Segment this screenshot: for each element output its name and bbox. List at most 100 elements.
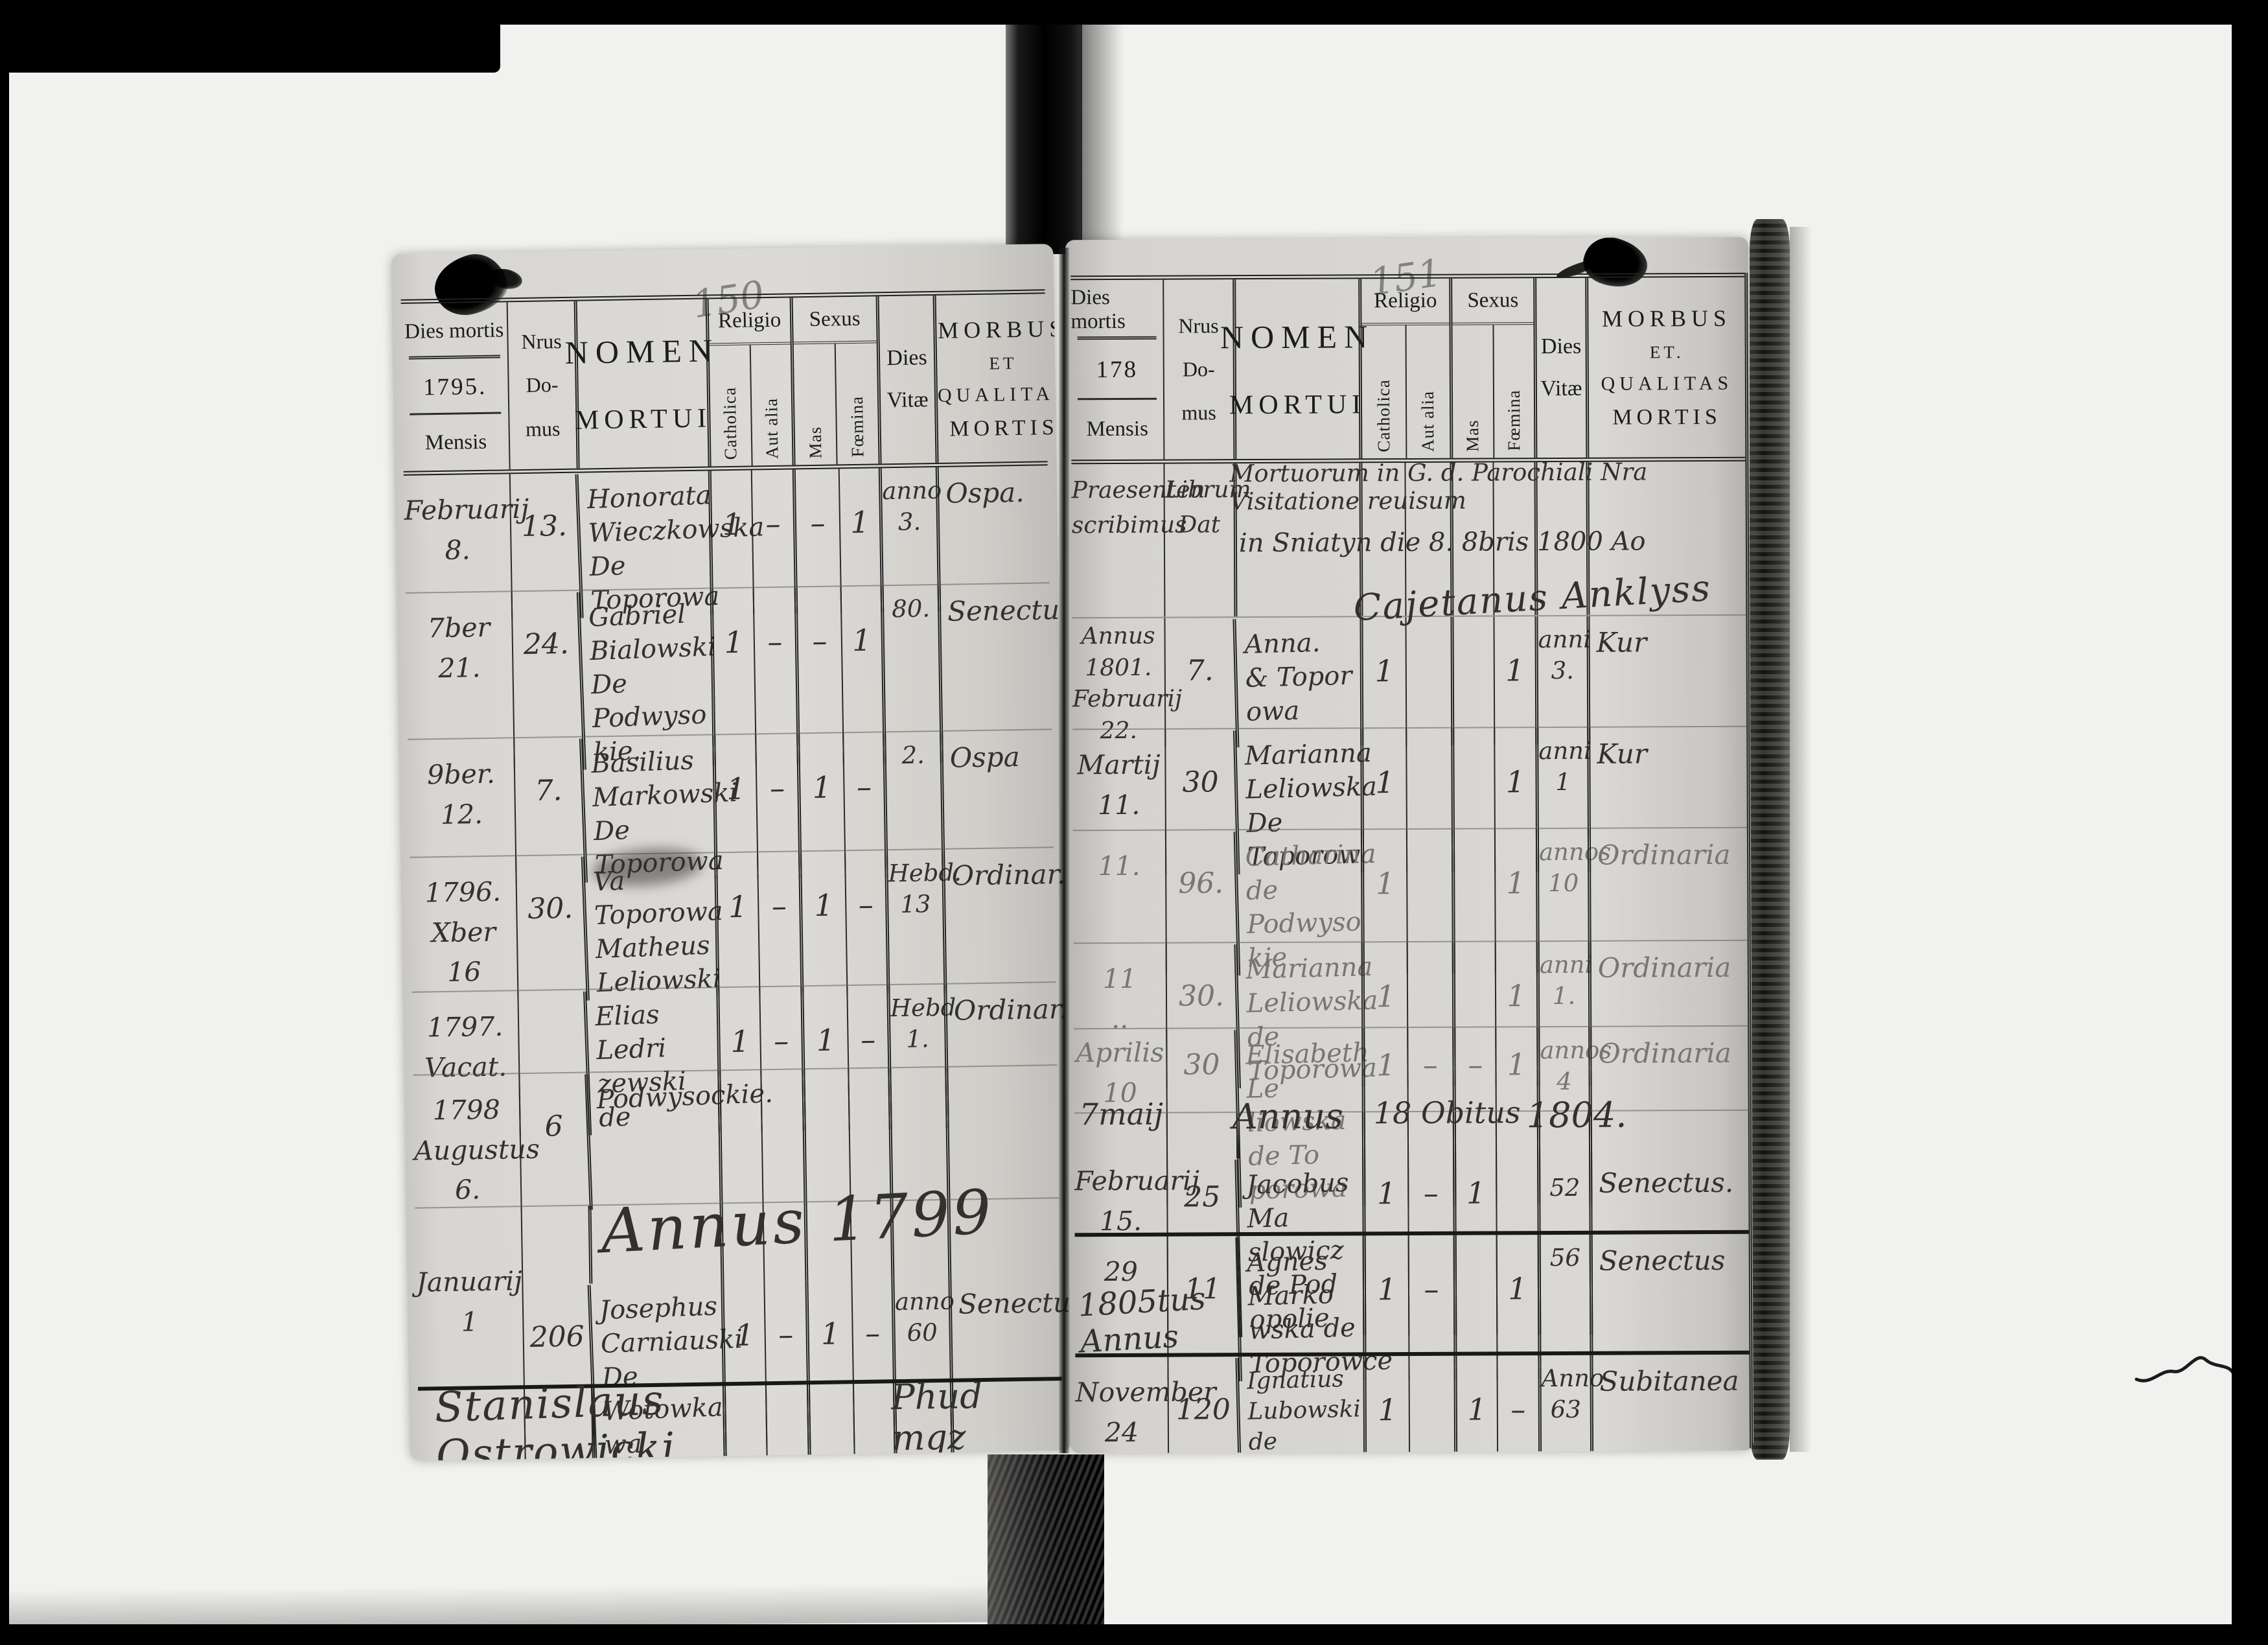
header-morbus-3: QUALITAS — [1601, 372, 1733, 395]
header-nomen-2: MORTUI — [574, 403, 712, 436]
header-label: Dies mortis — [1070, 280, 1163, 340]
header-morbus-3: QUALITAS — [937, 382, 1070, 406]
visitation-note: Mortuorum in G. d. Parochiali Nra Visita… — [1229, 458, 1748, 629]
header-foemina: Fœmina — [846, 396, 868, 458]
binding-strap-top — [1006, 23, 1082, 254]
cell-dies-vitae: Hebd. 13 — [884, 849, 962, 995]
signature-line: Stanislaus Ostrowicki Phud mqz — [434, 1370, 1058, 1461]
table-row: 11. 96. Catharina de Podwyso kie 1 1 ann… — [1072, 826, 1748, 976]
cell-catholica — [717, 1070, 763, 1206]
cell-mas — [1450, 616, 1494, 746]
header-religio: Religio — [1361, 278, 1450, 326]
header-year: 1795. — [402, 358, 508, 415]
cell-foemina: – — [1496, 1355, 1539, 1454]
signature-note: Phud mqz — [890, 1375, 983, 1459]
header-catholica: Catholica — [719, 386, 741, 460]
table-header: Dies mortis 178 Mensis Nrus Do- mus NOME… — [1070, 272, 1746, 465]
year-banner-1804: 7maij Annus 18 Obitus 1804. — [1069, 1090, 1743, 1152]
header-religio-group: Religio Catholica Aut alia — [1358, 278, 1450, 459]
cell-aut-alia: – — [757, 852, 801, 997]
header-nomen: NOMEN MORTUI — [1220, 279, 1374, 460]
cell-foemina: – — [844, 850, 887, 996]
thread-artifact — [2135, 1356, 2237, 1382]
cell-dies-mortis: November 24 — [1075, 1376, 1216, 1448]
cell-nrus-domus: 6 — [518, 1073, 588, 1209]
cell-nomen: Podwysockie. — [584, 1069, 774, 1210]
header-mas: Mas — [1463, 419, 1483, 452]
banner-fragment: 1804. — [1526, 1094, 1627, 1136]
year-banner-1805: 1805tus Annus — [1077, 1280, 1207, 1360]
film-border-bottom — [0, 1624, 2268, 1645]
header-nomen-1: NOMEN — [564, 332, 720, 371]
header-nrus-domus: Nrus Do- mus — [1163, 279, 1234, 460]
table-row: Annus 1801. Februarij 22. 7. Anna. & Top… — [1072, 614, 1747, 748]
table-cell — [520, 1206, 590, 1285]
header-catholica: Catholica — [1373, 379, 1394, 452]
header-nrus-domus: Nrus Do- mus — [506, 301, 577, 470]
table-row: 1797. Vacat. Elias Ledri zewski de 1 – 1… — [411, 981, 1070, 1136]
table-row: 11 .. 30. Marianna Leliowska de Toporowa… — [1073, 939, 1748, 1089]
cell-morbus: Subitanea — [1590, 1354, 1750, 1454]
page-gutter — [1059, 248, 1069, 1453]
header-morbus-1: MORBUS — [1601, 305, 1732, 332]
cell-mas: 1 — [798, 851, 847, 996]
header-label: Dies mortis — [401, 302, 507, 360]
register-table: Dies mortis 1795. Mensis Nrus Do- mus NO… — [400, 289, 1072, 1461]
header-foemina: Fœmina — [1503, 390, 1524, 452]
header-religio: Religio — [708, 298, 791, 346]
table-row: 9ber. 12. 7. Basilius Markowski De Topor… — [408, 729, 1054, 883]
header-mensis: Mensis — [1086, 417, 1148, 441]
cell-aut-alia — [1408, 1355, 1455, 1454]
cell-dies-mortis: 1796. Xber 16 — [424, 876, 502, 988]
cell-nrus-domus: Librum Dat — [1163, 463, 1251, 617]
header-morbus-2: ET. — [1649, 342, 1684, 362]
header-morbus-1: MORBUS — [937, 315, 1068, 344]
cell-morbus: Ordinar. — [941, 847, 1068, 994]
header-aut-alia: Aut alia — [1418, 390, 1438, 452]
header-morbus: MORBUS ET. QUALITAS MORTIS — [1585, 277, 1746, 458]
table-row: 7ber 21. 24. Gabriel Bialowski De Podwys… — [405, 582, 1072, 770]
header-year: 178 — [1071, 340, 1163, 400]
cell-nrus-domus: 120 — [1167, 1357, 1238, 1454]
header-religio-group: Religio Catholica Aut alia — [705, 298, 793, 467]
cell-nrus-domus: 7. — [1164, 618, 1235, 747]
visitation-note-line2: in Sniatyn die 8. 8bris 1800 Ao — [1238, 526, 1646, 559]
table-header: Dies mortis 1795. Mensis Nrus Do- mus NO… — [400, 289, 1071, 476]
cell-dies-vitae: Anno 63 — [1538, 1355, 1604, 1454]
banner-fragment: Annus — [1232, 1095, 1344, 1138]
table-row: Martij 11. 30 Marianna Leliowska De Topo… — [1072, 725, 1748, 875]
header-dies-vitae: Dies Vitæ — [875, 296, 936, 464]
cell-aut-alia — [760, 1069, 804, 1206]
cell-dies-mortis: Praesenten scribimus — [1071, 476, 1205, 539]
header-sexus: Sexus — [793, 296, 877, 345]
header-nomen-2: MORTUI — [1229, 389, 1367, 420]
right-page: 151 Dies mortis 178 Mensis Nrus Do- mus … — [1065, 237, 1754, 1454]
cell-dies-vitae: anni 3. — [1534, 616, 1591, 745]
binding-strap-bottom — [988, 1454, 1104, 1628]
cell-catholica: 1 — [714, 852, 759, 998]
header-mensis: Mensis — [424, 430, 487, 454]
left-page: 150 Dies mortis 1795. Mensis Nrus Do- mu… — [391, 244, 1072, 1461]
header-sexus-group: Sexus Mas Fœmina — [1449, 278, 1534, 458]
header-sexus: Sexus — [1452, 278, 1534, 325]
header-aut-alia: Aut alia — [761, 397, 782, 460]
header-dies-vitae: Dies Vitæ — [1533, 277, 1586, 458]
header-morbus-4: MORTIS — [1612, 404, 1722, 430]
header-nomen: NOMEN MORTUI — [564, 299, 719, 469]
signature-name: Stanislaus Ostrowicki — [434, 1376, 677, 1461]
header-morbus: MORBUS ET QUALITAS MORTIS — [932, 293, 1071, 463]
cell-mas: 1 — [1453, 1355, 1498, 1454]
header-morbus-2: ET — [989, 353, 1017, 373]
cell-nrus-domus: 30. — [515, 855, 585, 1001]
cell-dies-mortis: 1798 Augustus 6. — [413, 1093, 540, 1206]
table-row: 1796. Xber 16 30. Va Toporowa Matheus Le… — [410, 846, 1068, 1001]
cell-aut-alia — [1405, 616, 1452, 746]
cell-catholica: 1 — [1363, 1356, 1409, 1454]
table-row: Februarij 15. 25 Jacobus Ma slowicz de P… — [1074, 1156, 1750, 1338]
banner-fragment: 7maij — [1079, 1096, 1164, 1132]
cell-foemina: 1 — [1493, 616, 1536, 745]
scan-shadow — [0, 1583, 1011, 1629]
cell-catholica: 1 — [1360, 617, 1406, 746]
header-dies-mortis: Dies mortis 1795. Mensis — [401, 302, 509, 471]
